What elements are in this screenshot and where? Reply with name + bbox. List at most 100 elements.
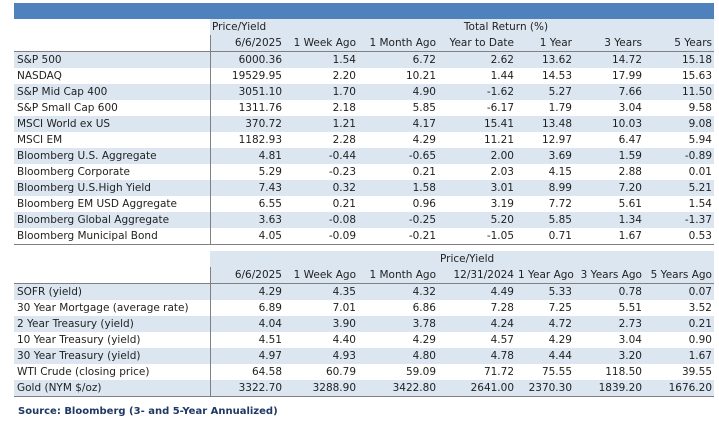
table-cell: 3.01 — [438, 180, 516, 196]
table-row: WTI Crude (closing price) 64.58 60.79 59.09… — [14, 364, 714, 380]
row-label: Bloomberg U.S. Aggregate — [14, 148, 210, 164]
table-cell: 39.55 — [681, 365, 712, 378]
table-cell: 5.21 — [644, 180, 714, 196]
table-row: Bloomberg Corporate 5.29 -0.23 0.21 2.03 4.15… — [14, 164, 714, 180]
row-label: S&P 500 — [14, 51, 210, 68]
column-header: 1 Year — [516, 35, 574, 52]
row-label: NASDAQ — [17, 69, 62, 82]
table-cell: 5.20 — [438, 212, 516, 228]
table-cell: 15.41 — [438, 116, 516, 132]
row-label: 30 Year Treasury (yield) — [14, 348, 210, 364]
table-cell: 3051.10 — [209, 84, 284, 100]
group-header-row-2: Price/Yield — [14, 251, 714, 267]
table-cell: 1.54 — [688, 197, 712, 210]
table-cell: -0.08 — [284, 212, 358, 228]
table-cell: 4.04 — [209, 316, 284, 332]
table-cell: 0.21 — [332, 197, 356, 210]
table-cell: 4.32 — [358, 283, 438, 300]
table-cell: 0.01 — [688, 165, 712, 178]
table-cell: 1311.76 — [209, 100, 284, 116]
table-cell: -1.37 — [644, 212, 714, 228]
table-cell: 2.73 — [574, 316, 644, 332]
table-cell: 4.80 — [358, 348, 438, 364]
table-cell: 0.32 — [284, 180, 358, 196]
table-cell: 2.28 — [332, 133, 356, 146]
table-cell: 4.17 — [358, 116, 438, 132]
table-cell: 0.78 — [574, 283, 644, 300]
table-cell: 15.63 — [681, 69, 712, 82]
table-cell: 1.67 — [618, 229, 642, 242]
source-note: Source: Bloomberg (3- and 5-Year Annuali… — [18, 406, 278, 417]
table-cell: 6.47 — [618, 133, 642, 146]
table-cell: 13.62 — [516, 51, 574, 68]
table-cell: 3422.80 — [358, 380, 438, 397]
table-cell: -1.62 — [438, 84, 516, 100]
table-cell: -0.44 — [284, 148, 358, 164]
table-cell: 0.71 — [548, 229, 572, 242]
column-header: 3 Years — [574, 35, 644, 52]
table-cell: -0.21 — [408, 229, 436, 242]
row-label: Bloomberg U.S.High Yield — [14, 180, 210, 196]
table-cell: 7.43 — [209, 180, 284, 196]
table-cell: 4.51 — [209, 332, 284, 348]
column-header: 6/6/2025 — [209, 267, 284, 284]
table-cell: 4.29 — [548, 333, 572, 346]
table-cell: 4.72 — [516, 316, 574, 332]
table-cell: 3.19 — [490, 197, 514, 210]
table-cell: 7.72 — [548, 197, 572, 210]
table-cell: 10.21 — [405, 69, 436, 82]
table-cell: 2.20 — [332, 69, 356, 82]
table-cell: 14.72 — [574, 51, 644, 68]
column-header: 1 Month Ago — [358, 35, 438, 52]
row-label: SOFR (yield) — [14, 283, 210, 300]
table-cell: 3.78 — [358, 316, 438, 332]
table-cell: 4.15 — [548, 165, 572, 178]
table-cell: 1.21 — [284, 116, 358, 132]
table-cell: 1182.93 — [209, 132, 284, 148]
table-cell: 5.51 — [618, 301, 642, 314]
table-cell: 2.03 — [490, 165, 514, 178]
row-label: Bloomberg Municipal Bond — [17, 229, 158, 242]
market-table-container: Price/Yield Total Return (%) 6/6/2025 1 W… — [14, 3, 714, 397]
table-cell: 370.72 — [209, 116, 284, 132]
group-header-row-1: Price/Yield Total Return (%) — [14, 19, 714, 35]
table-cell: -0.23 — [328, 165, 356, 178]
table-cell: 1.34 — [574, 212, 644, 228]
table-row: S&P Mid Cap 400 3051.10 1.70 4.90 -1.62 5.27 7… — [14, 84, 714, 100]
row-label: 30 Year Mortgage (average rate) — [17, 301, 189, 314]
table-cell: -0.65 — [358, 148, 438, 164]
table-cell: 12.97 — [541, 133, 572, 146]
table-cell: 0.21 — [644, 316, 714, 332]
table-row: Gold (NYM $/oz) 3322.70 3288.90 3422.80 2641… — [14, 380, 714, 397]
table-cell: 1839.20 — [574, 380, 644, 397]
row-label: Gold (NYM $/oz) — [14, 380, 210, 397]
table-row: Bloomberg U.S. Aggregate 4.81 -0.44 -0.65 2.… — [14, 148, 714, 164]
table-cell: 7.01 — [332, 301, 356, 314]
table-row: S&P 500 6000.36 1.54 6.72 2.62 13.62 14.72 15.1… — [14, 51, 714, 68]
table-cell: 4.57 — [490, 333, 514, 346]
table-cell: 4.81 — [209, 148, 284, 164]
column-header: 1 Week Ago — [284, 267, 358, 284]
row-label: S&P Mid Cap 400 — [14, 84, 210, 100]
table-cell: 13.48 — [516, 116, 574, 132]
table-row: 10 Year Treasury (yield) 4.51 4.40 4.29 4.57… — [14, 332, 714, 348]
table-cell: 3.04 — [618, 101, 642, 114]
column-header: 5 Years Ago — [644, 267, 714, 284]
table-cell: 4.05 — [209, 228, 284, 245]
table-cell: 2.88 — [618, 165, 642, 178]
table-cell: 15.18 — [644, 51, 714, 68]
table-cell: 4.90 — [358, 84, 438, 100]
table-row: Bloomberg Municipal Bond 4.05 -0.09 -0.21 -1… — [14, 228, 714, 245]
table-cell: 1.59 — [574, 148, 644, 164]
table-cell: 6.86 — [412, 301, 436, 314]
table-row: Bloomberg EM USD Aggregate 6.55 0.21 0.96 3.… — [14, 196, 714, 212]
table-cell: 4.24 — [438, 316, 516, 332]
row-label: WTI Crude (closing price) — [17, 365, 150, 378]
table-cell: -0.09 — [328, 229, 356, 242]
column-header: 1 Month Ago — [358, 267, 438, 284]
table-cell: -0.25 — [358, 212, 438, 228]
table-cell: 3.04 — [618, 333, 642, 346]
row-label: 10 Year Treasury (yield) — [17, 333, 141, 346]
table-row: S&P Small Cap 600 1311.76 2.18 5.85 -6.17 1.7… — [14, 100, 714, 116]
table-cell: 0.21 — [412, 165, 436, 178]
